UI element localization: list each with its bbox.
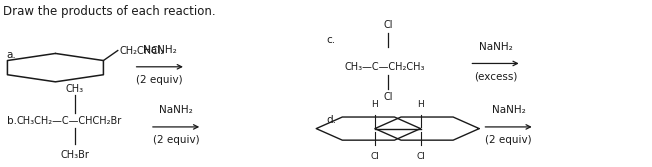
Text: CH₂CHCl₂: CH₂CHCl₂ <box>119 46 164 55</box>
Text: d.: d. <box>326 115 336 125</box>
Text: Cl: Cl <box>383 20 393 30</box>
Text: NaNH₂: NaNH₂ <box>479 42 512 52</box>
Text: Cl: Cl <box>416 152 425 161</box>
Text: Cl: Cl <box>370 152 379 161</box>
Text: (2 equiv): (2 equiv) <box>153 135 200 145</box>
Text: H: H <box>417 100 424 109</box>
Text: CH₃Br: CH₃Br <box>61 150 89 160</box>
Text: (2 equiv): (2 equiv) <box>136 75 183 85</box>
Text: NaNH₂: NaNH₂ <box>492 105 526 115</box>
Text: NaNH₂: NaNH₂ <box>143 45 177 55</box>
Text: c.: c. <box>326 35 335 45</box>
Text: CH₃: CH₃ <box>66 84 84 94</box>
Text: CH₃—C—CH₂CH₃: CH₃—C—CH₂CH₃ <box>344 62 424 72</box>
Text: (excess): (excess) <box>474 72 517 82</box>
Text: Cl: Cl <box>383 92 393 102</box>
Text: (2 equiv): (2 equiv) <box>485 135 532 145</box>
Text: b.: b. <box>7 116 16 126</box>
Text: CH₃CH₂—C—CHCH₂Br: CH₃CH₂—C—CHCH₂Br <box>16 116 121 126</box>
Text: NaNH₂: NaNH₂ <box>159 105 193 115</box>
Text: a.: a. <box>7 50 16 60</box>
Text: H: H <box>372 100 378 109</box>
Text: Draw the products of each reaction.: Draw the products of each reaction. <box>3 5 216 18</box>
